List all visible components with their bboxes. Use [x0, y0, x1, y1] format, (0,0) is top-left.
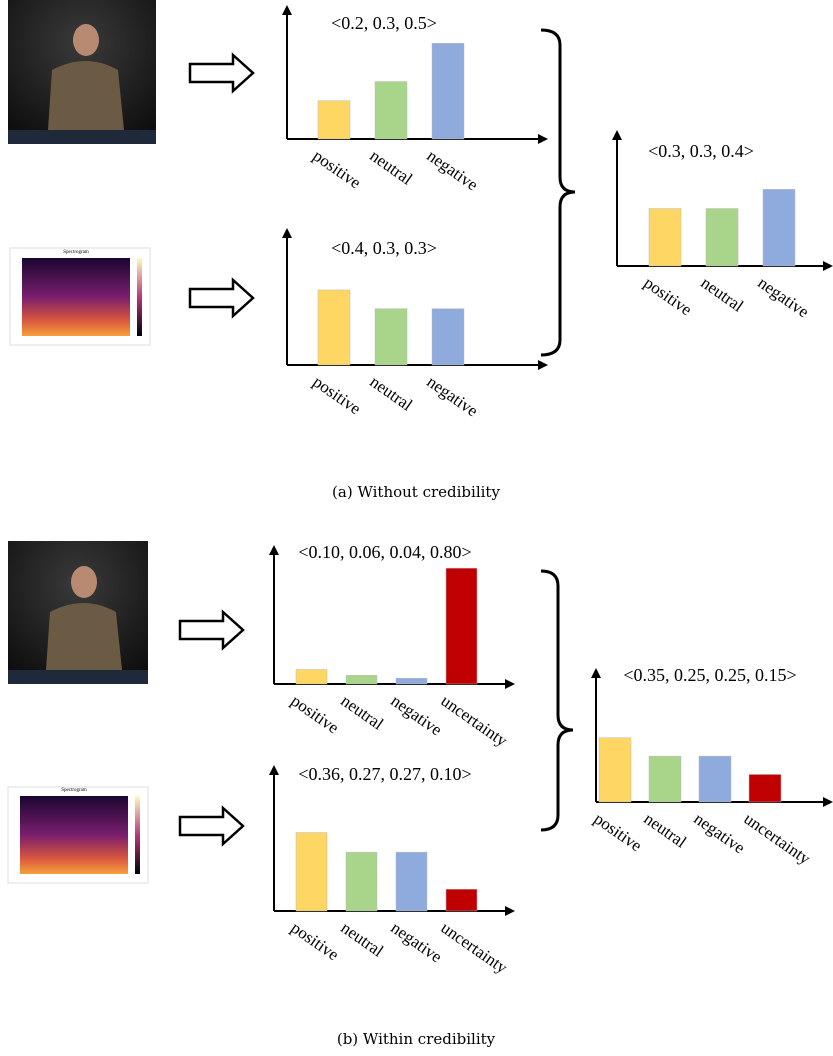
chart-title: <0.35, 0.25, 0.25, 0.15>: [623, 665, 796, 685]
bar: [395, 851, 428, 912]
x-tick-label: positive: [287, 918, 342, 964]
braces: [540, 28, 576, 832]
bar: [705, 208, 739, 267]
x-tick-label: neutral: [697, 273, 747, 316]
x-tick-label: neutral: [366, 372, 416, 415]
bar: [374, 308, 408, 366]
bar: [762, 189, 796, 267]
x-tick-label: positive: [287, 691, 342, 737]
bar: [748, 774, 782, 803]
x-tick-label: positive: [309, 146, 364, 192]
axis-arrow: [282, 228, 292, 238]
speaker-photo: [8, 0, 156, 144]
x-tick-label: negative: [387, 918, 445, 967]
bar: [431, 43, 465, 140]
chart-title: <0.10, 0.06, 0.04, 0.80>: [298, 542, 471, 562]
caption: (a) Without credibility: [332, 483, 500, 501]
bar: [317, 100, 351, 140]
bar: [431, 308, 465, 366]
axis-arrow: [538, 360, 548, 370]
x-tick-label: neutral: [366, 146, 416, 189]
bar: [445, 888, 478, 912]
x-tick-label: negative: [387, 691, 445, 740]
x-tick-label: negative: [423, 146, 481, 195]
x-tick-label: negative: [423, 372, 481, 421]
spectrogram-title: Spectrogram: [61, 788, 87, 793]
x-tick-label: neutral: [337, 691, 387, 734]
bar: [648, 208, 682, 267]
x-tick-label: positive: [309, 372, 364, 418]
x-tick-label: uncertainty: [740, 809, 814, 869]
axis-arrow: [591, 668, 601, 678]
bar: [345, 675, 378, 685]
axis-arrow: [269, 765, 279, 775]
chart-title: <0.36, 0.27, 0.27, 0.10>: [298, 764, 471, 784]
spectrogram: Spectrogram: [9, 247, 151, 346]
x-tick-label: positive: [640, 273, 695, 319]
bar: [598, 737, 632, 803]
x-tick-label: negative: [690, 809, 748, 858]
bar: [295, 832, 328, 912]
speaker-photo: [8, 541, 148, 684]
bar: [395, 677, 428, 685]
spectrogram: Spectrogram: [7, 786, 149, 884]
x-tick-label: uncertainty: [437, 691, 511, 751]
x-tick-label: uncertainty: [437, 918, 511, 978]
axis-arrow: [505, 906, 515, 916]
spectrogram-title: Spectrogram: [63, 250, 89, 255]
x-tick-label: neutral: [337, 918, 387, 961]
axis-arrow: [505, 679, 515, 689]
bar: [445, 567, 478, 685]
axis-arrow: [538, 134, 548, 144]
bar: [317, 289, 351, 366]
chart-title: <0.3, 0.3, 0.4>: [648, 141, 754, 161]
chart-title: <0.4, 0.3, 0.3>: [331, 238, 437, 258]
chart-title: <0.2, 0.3, 0.5>: [331, 13, 437, 33]
bar: [345, 851, 378, 912]
x-tick-label: neutral: [640, 809, 690, 852]
bar: [648, 755, 682, 803]
x-tick-label: negative: [754, 273, 812, 322]
bar: [698, 755, 732, 803]
axis-arrow: [612, 130, 622, 140]
axis-arrow: [823, 261, 833, 271]
axis-arrow: [282, 5, 292, 15]
caption: (b) Within credibility: [337, 1030, 496, 1048]
axis-arrow: [269, 545, 279, 555]
x-tick-label: positive: [590, 809, 645, 855]
axis-arrow: [823, 797, 833, 807]
bar: [295, 669, 328, 685]
bar: [374, 81, 408, 140]
arrows: [178, 52, 255, 847]
